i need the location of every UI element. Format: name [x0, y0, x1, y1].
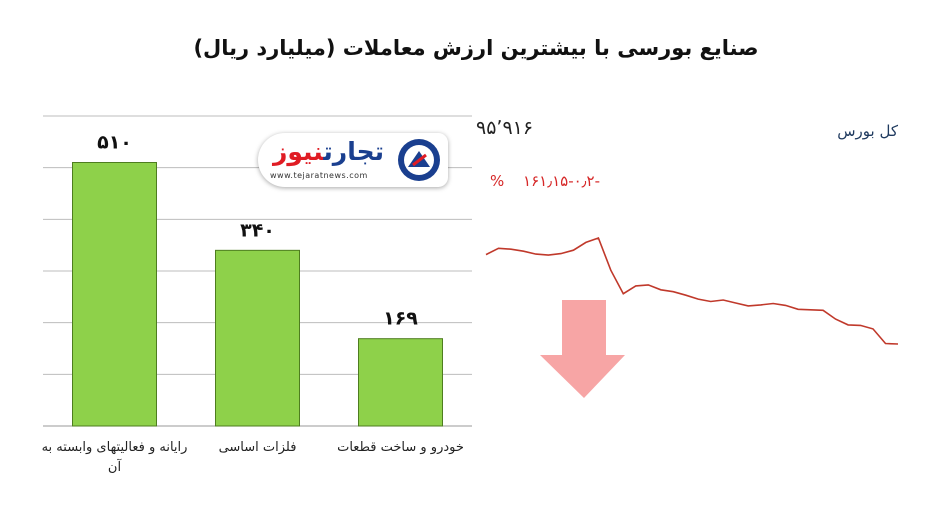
market-change-abs: -۱۶۱٫۱۵: [523, 172, 601, 190]
category-label: رایانه و فعالیتهای وابسته به آن: [41, 440, 188, 475]
market-change: -۱۶۱٫۱۵-۰٫۲ %: [476, 172, 600, 190]
tejaratnews-logo: تجارتنیوز www.tejaratnews.com: [258, 133, 448, 187]
logo-url: www.tejaratnews.com: [270, 171, 368, 180]
bar-value-label: ۳۴۰: [240, 219, 275, 241]
down-arrow-icon: [540, 300, 625, 398]
logo-name-part1: تجارت: [323, 137, 384, 166]
bar: [215, 249, 300, 427]
market-index-line: [485, 236, 899, 345]
bars: ۵۱۰ ۳۴۰ ۱۶۹: [72, 132, 443, 427]
bar-value-label: ۵۱۰: [97, 132, 132, 154]
market-index-value: ۹۵٬۹۱۶: [476, 117, 534, 139]
market-name: کل بورس: [837, 122, 898, 140]
bar: [72, 162, 157, 427]
bar-value-label: ۱۶۹: [383, 308, 418, 330]
chart-title: صنایع بورسی با بیشترین ارزش معاملات (میل…: [193, 36, 759, 60]
logo-emblem-icon: [398, 139, 440, 181]
category-label: خودرو و ساخت قطعات: [337, 440, 464, 455]
market-change-pct: -۰٫۲ %: [490, 172, 595, 190]
bar: [358, 338, 443, 427]
logo-name-part2: نیوز: [272, 137, 324, 166]
logo-text: تجارتنیوز: [273, 137, 384, 166]
category-label: فلزات اساسی: [218, 440, 297, 455]
